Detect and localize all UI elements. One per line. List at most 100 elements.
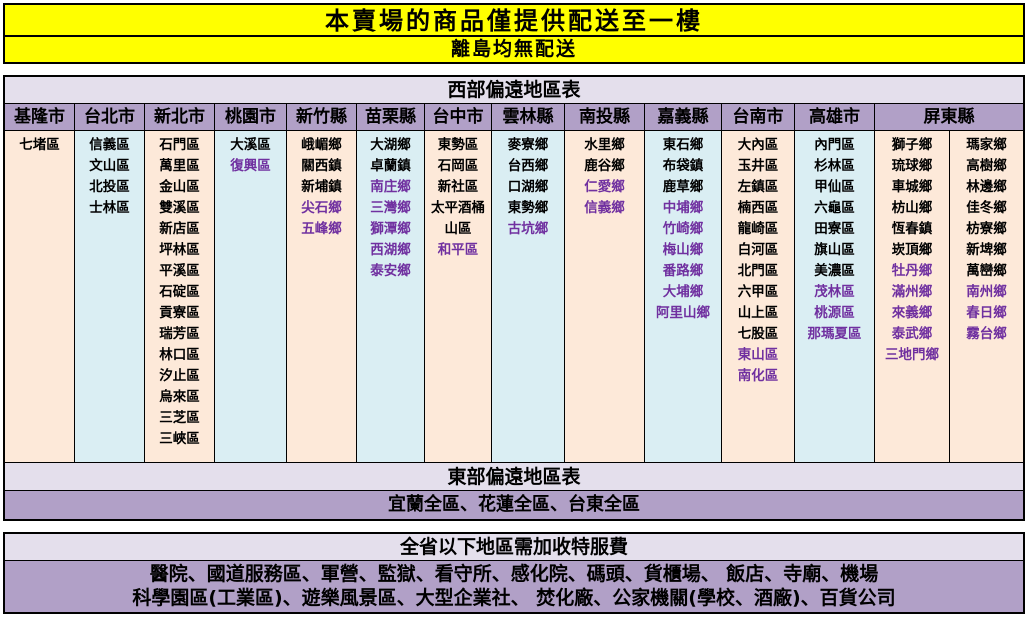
district-item: 大埔鄉 — [662, 284, 704, 300]
district-item: 石碇區 — [159, 284, 200, 300]
district-item: 古坑鄉 — [507, 221, 549, 237]
district-item: 貢寮區 — [159, 305, 200, 321]
district-item: 大內區 — [737, 137, 779, 153]
district-column: 石門區 萬里區 金山區 雙溪區 新店區 坪林區 平溪區 石碇區 貢寮區 瑞芳區 林口區 汐止區 烏來區三… — [145, 131, 215, 462]
district-item: 大溪區 — [230, 137, 271, 153]
district-item: 文山區 — [89, 158, 130, 174]
district-item: 佳冬鄉 — [966, 200, 1007, 216]
district-item: 田寮區 — [814, 221, 855, 237]
district-item: 番路鄉 — [662, 263, 704, 279]
district-item: 枋寮鄉 — [966, 221, 1007, 237]
district-item: 復興區 — [230, 158, 271, 174]
district-column: 七堵區 — [5, 131, 75, 462]
column-header-3: 新北市 — [145, 104, 215, 130]
district-column: 大內區 玉井區 左鎮區 楠西區 龍崎區 白河區 北門區 六甲區 山上區 七股區 東山區 南化區 — [722, 131, 795, 462]
column-header-11: 台南市 — [722, 104, 795, 130]
column-header-10: 嘉義縣 — [645, 104, 722, 130]
district-column: 大湖鄉 卓蘭鎮 南庄鄉 三灣鄉 獅潭鄉 西湖鄉 泰安鄉 — [357, 131, 425, 462]
district-item: 獅潭鄉 — [370, 221, 411, 237]
district-item: 林口區 — [159, 347, 200, 363]
district-item: 茂林區 — [814, 284, 855, 300]
district-item: 石岡區 — [437, 158, 479, 174]
district-item: 來義鄉 — [891, 305, 933, 321]
west-table-title: 西部偏遠地區表 — [5, 77, 1023, 104]
district-item: 汐止區 — [159, 368, 200, 384]
district-item: 卓蘭鎮 — [370, 158, 411, 174]
remote-area-table: 西部偏遠地區表 基隆市 台北市 新北市 桃園市 新竹縣 苗栗縣 台中市 雲林縣 南投縣 嘉義縣 台南… — [3, 75, 1025, 521]
column-header-2: 台北市 — [75, 104, 145, 130]
district-item: 車城鄉 — [891, 179, 933, 195]
district-item: 尖石鄉 — [301, 200, 342, 216]
column-header-4: 桃園市 — [215, 104, 287, 130]
district-item: 坪林區 — [159, 242, 200, 258]
district-column: 東石鄉 布袋鎮 鹿草鄉 中埔鄉 竹崎鄉 梅山鄉 番路鄉 大埔鄉 阿里山鄉 — [645, 131, 722, 462]
district-item: 五峰鄉 — [301, 221, 342, 237]
column-header-row: 基隆市 台北市 新北市 桃園市 新竹縣 苗栗縣 台中市 雲林縣 南投縣 嘉義縣 台南市 高雄市 屏東縣 — [5, 104, 1023, 131]
district-item: 泰武鄉 — [891, 326, 933, 342]
district-item: 中埔鄉 — [662, 200, 704, 216]
district-column: 瑪家鄉 高樹鄉 林邊鄉 佳冬鄉 枋寮鄉 新埤鄉 萬巒鄉 南州鄉 春日鄉 霧台鄉 — [950, 131, 1023, 462]
district-item: 新店區 — [159, 221, 200, 237]
district-item: 三芝區 — [159, 410, 200, 426]
district-item: 內門區 — [814, 137, 855, 153]
district-item: 白河區 — [737, 242, 779, 258]
district-item: 雙溪區 — [159, 200, 200, 216]
district-item: 美濃區 — [814, 263, 855, 279]
banner-main-title: 本賣場的商品僅提供配送至一樓 — [5, 5, 1023, 37]
district-table-body: 七堵區 信義區 文山區 北投區 士林區 石門區 萬里區 金山區 雙溪區 新店區 坪林區 平溪區 石碇區貢… — [5, 131, 1023, 462]
district-item: 平溪區 — [159, 263, 200, 279]
district-item: 七股區 — [737, 326, 779, 342]
district-item: 旗山區 — [814, 242, 855, 258]
district-item: 士林區 — [89, 200, 130, 216]
district-item: 新社區 — [437, 179, 479, 195]
district-item: 阿里山鄉 — [656, 305, 710, 321]
district-item: 六龜區 — [814, 200, 855, 216]
district-item: 山上區 — [737, 305, 779, 321]
district-item: 東石鄉 — [662, 137, 704, 153]
column-header-8: 雲林縣 — [492, 104, 565, 130]
district-item: 信義鄉 — [584, 200, 625, 216]
district-item: 獅子鄉 — [891, 137, 933, 153]
district-column: 麥寮鄉台西鄉口湖鄉東勢鄉古坑鄉 — [492, 131, 565, 462]
district-item: 楠西區 — [737, 200, 779, 216]
district-item: 枋山鄉 — [891, 200, 933, 216]
district-item: 三峽區 — [159, 431, 200, 447]
district-item: 瑪家鄉 — [966, 137, 1007, 153]
district-item: 麥寮鄉 — [507, 137, 549, 153]
district-item: 高樹鄉 — [966, 158, 1007, 174]
district-item: 北門區 — [737, 263, 779, 279]
district-item: 新埤鄉 — [966, 242, 1007, 258]
district-item: 霧台鄉 — [966, 326, 1007, 342]
district-item: 信義區 — [89, 137, 130, 153]
district-item: 滿州鄉 — [891, 284, 933, 300]
district-item: 東山區 — [737, 347, 779, 363]
fee-section-title: 全省以下地區需加收特服費 — [5, 534, 1023, 561]
district-item: 大湖鄉 — [370, 137, 411, 153]
district-item: 竹崎鄉 — [662, 221, 704, 237]
banner-sub-title: 離島均無配送 — [5, 37, 1023, 62]
special-fee-section: 全省以下地區需加收特服費 醫院、國道服務區、軍營、監獄、看守所、感化院、碼頭、貨… — [3, 532, 1025, 614]
district-item: 林邊鄉 — [966, 179, 1007, 195]
district-item: 口湖鄉 — [507, 179, 549, 195]
district-column: 獅子鄉 琉球鄉 車城鄉 枋山鄉 恆春鎮 崁頂鄉 牡丹鄉 滿州鄉 來義鄉 泰武鄉 三地門鄉 — [875, 131, 950, 462]
fee-line-1: 醫院、國道服務區、軍營、監獄、看守所、感化院、碼頭、貨櫃場、 飯店、寺廟、機場 — [149, 563, 879, 585]
district-item: 金山區 — [159, 179, 200, 195]
district-item: 杉林區 — [814, 158, 855, 174]
district-column: 水里鄉 鹿谷鄉 仁愛鄉 信義鄉 — [565, 131, 645, 462]
district-item: 梅山鄉 — [662, 242, 704, 258]
district-column: 東勢區 石岡區 新社區 太平酒桶山區 和平區 — [425, 131, 492, 462]
district-item: 台西鄉 — [507, 158, 549, 174]
district-item: 六甲區 — [737, 284, 779, 300]
fee-line-2: 科學園區(工業區)、遊樂風景區、大型企業社、 焚化廠、公家機關(學校、酒廠)、百… — [132, 587, 896, 609]
district-item: 萬里區 — [159, 158, 200, 174]
column-header-6: 苗栗縣 — [357, 104, 425, 130]
fee-section-body: 醫院、國道服務區、軍營、監獄、看守所、感化院、碼頭、貨櫃場、 飯店、寺廟、機場 … — [5, 561, 1023, 612]
district-item: 東勢鄉 — [507, 200, 549, 216]
district-item: 水里鄉 — [584, 137, 625, 153]
district-item: 桃源區 — [814, 305, 855, 321]
district-item: 北投區 — [89, 179, 130, 195]
column-header-9: 南投縣 — [565, 104, 645, 130]
district-item: 鹿谷鄉 — [584, 158, 625, 174]
district-item: 三灣鄉 — [370, 200, 411, 216]
